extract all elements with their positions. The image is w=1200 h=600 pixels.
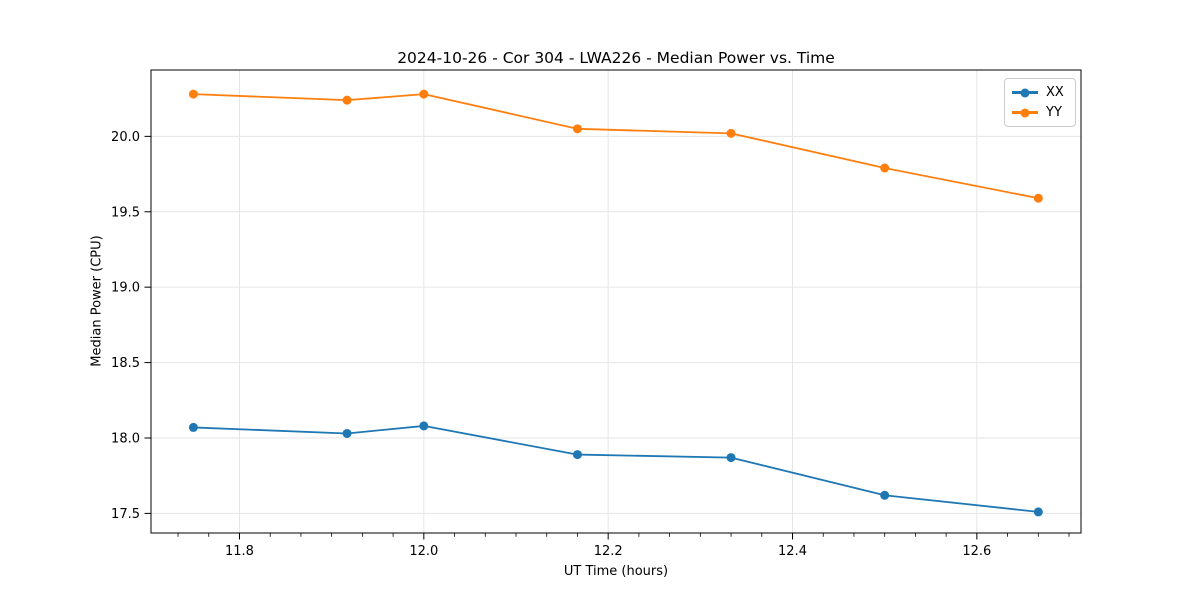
legend-item-xx: XX (1012, 84, 1067, 101)
series-xx-point (572, 450, 582, 460)
series-xx-point (1033, 507, 1043, 517)
y-tick-label: 19.0 (111, 281, 140, 296)
plot-border (150, 69, 1082, 534)
series-yy-point (419, 89, 429, 99)
chart-title: 2024-10-26 - Cor 304 - LWA226 - Median P… (397, 49, 835, 67)
series-yy-point (188, 89, 198, 99)
legend-marker-dot (1020, 88, 1030, 97)
legend-line-sample (1012, 88, 1038, 97)
x-tick-label: 12.4 (778, 544, 807, 559)
series-yy-point (880, 163, 890, 173)
legend: XX YY (1004, 78, 1076, 127)
legend-item-label: YY (1046, 105, 1062, 120)
series-xx-point (726, 453, 736, 463)
y-axis-label: Median Power (CPU) (89, 235, 105, 367)
series-xx-point (188, 422, 198, 432)
x-tick-label: 12.6 (962, 544, 991, 559)
series-yy-point (1033, 193, 1043, 203)
series-xx-point (880, 490, 890, 500)
y-tick-label: 18.0 (111, 431, 140, 446)
x-tick-label: 12.2 (594, 544, 623, 559)
x-axis-label: UT Time (hours) (563, 564, 669, 579)
x-tick-label: 12.0 (409, 544, 438, 559)
series-xx-line (193, 425, 1039, 513)
legend-item-label: XX (1046, 85, 1064, 100)
legend-marker-dot (1020, 108, 1030, 117)
x-tick-label: 11.8 (225, 544, 254, 559)
series-yy-line (193, 93, 1039, 200)
y-tick-label: 17.5 (111, 507, 140, 522)
series-xx-point (342, 428, 352, 438)
legend-line-sample (1012, 108, 1038, 117)
series-yy-point (726, 128, 736, 138)
series-yy-point (572, 124, 582, 134)
y-tick-label: 18.5 (111, 356, 140, 371)
y-tick-label: 20.0 (111, 130, 140, 145)
y-tick-label: 19.5 (111, 205, 140, 220)
series-xx-point (419, 421, 429, 431)
legend-item-yy: YY (1012, 104, 1067, 121)
series-yy-point (342, 95, 352, 105)
